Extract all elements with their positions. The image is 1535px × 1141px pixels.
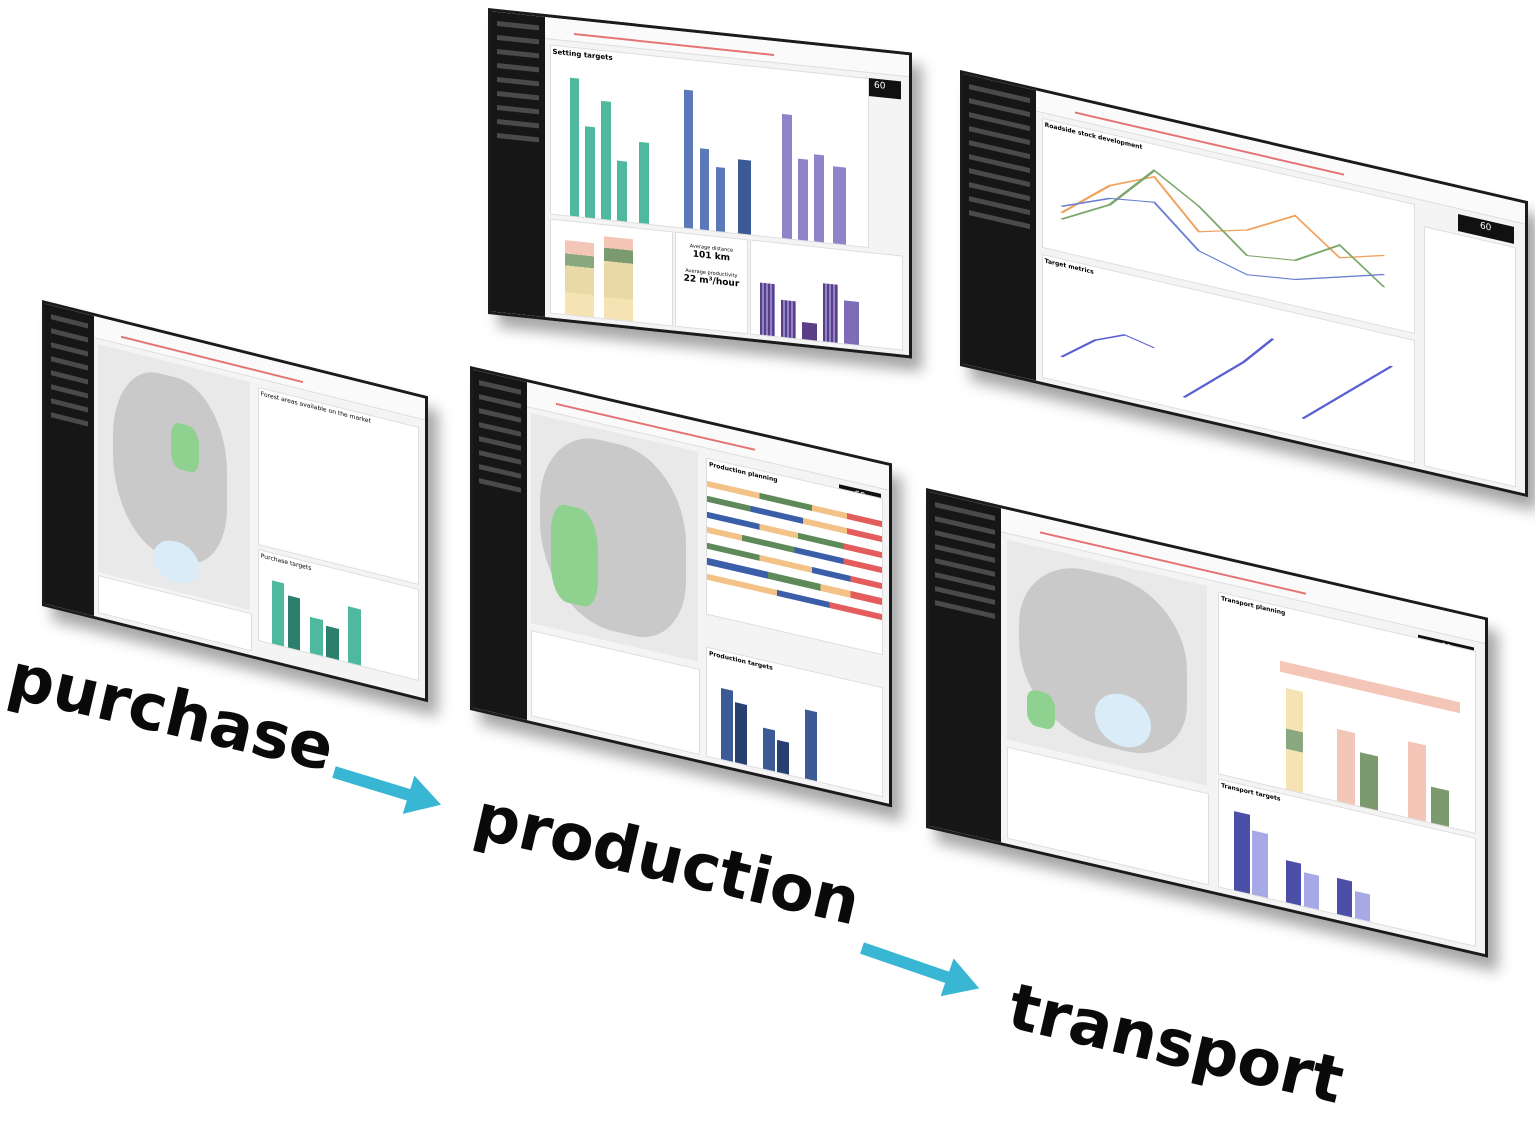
sidebar	[491, 11, 546, 318]
capacity-usage-panel	[549, 218, 673, 327]
settings-dashboard-screenshot: 60 Setting targets Average distance 101 …	[488, 8, 912, 359]
production-targets-chart: Production targets	[705, 646, 883, 798]
sidebar	[929, 491, 1002, 843]
region-map	[531, 413, 698, 662]
transport-dashboard-screenshot: 60 Transport planning Transport targets	[926, 488, 1488, 958]
production-dashboard-screenshot: 60 Production planning Production target…	[470, 366, 892, 808]
purchase-dashboard-screenshot: Forest areas available on the market Pur…	[42, 300, 428, 703]
setting-targets-panel: Setting targets	[549, 44, 870, 249]
sidebar	[963, 73, 1037, 381]
sidebar	[473, 369, 528, 721]
region-map	[1006, 539, 1207, 787]
arrow-icon	[328, 753, 447, 824]
icon-legend-panel	[1423, 226, 1516, 488]
average-metrics-panel: Average distance 101 km Average producti…	[674, 231, 748, 335]
arrow-icon	[855, 929, 986, 1008]
mills-demand-panel	[750, 239, 903, 351]
roadside-stock-panel: Roadside stock development	[1041, 117, 1415, 334]
production-planning-panel: Production planning	[705, 457, 883, 656]
stage-label-production: production	[467, 780, 867, 941]
stock-dashboard-screenshot: 60 Roadside stock development Target met…	[960, 70, 1528, 498]
sidebar	[45, 303, 95, 617]
production-targets-title: Production targets	[708, 650, 773, 672]
target-metrics-panel: Target metrics	[1041, 254, 1415, 465]
stage-label-transport: transport	[1001, 970, 1351, 1119]
region-map	[98, 344, 251, 610]
